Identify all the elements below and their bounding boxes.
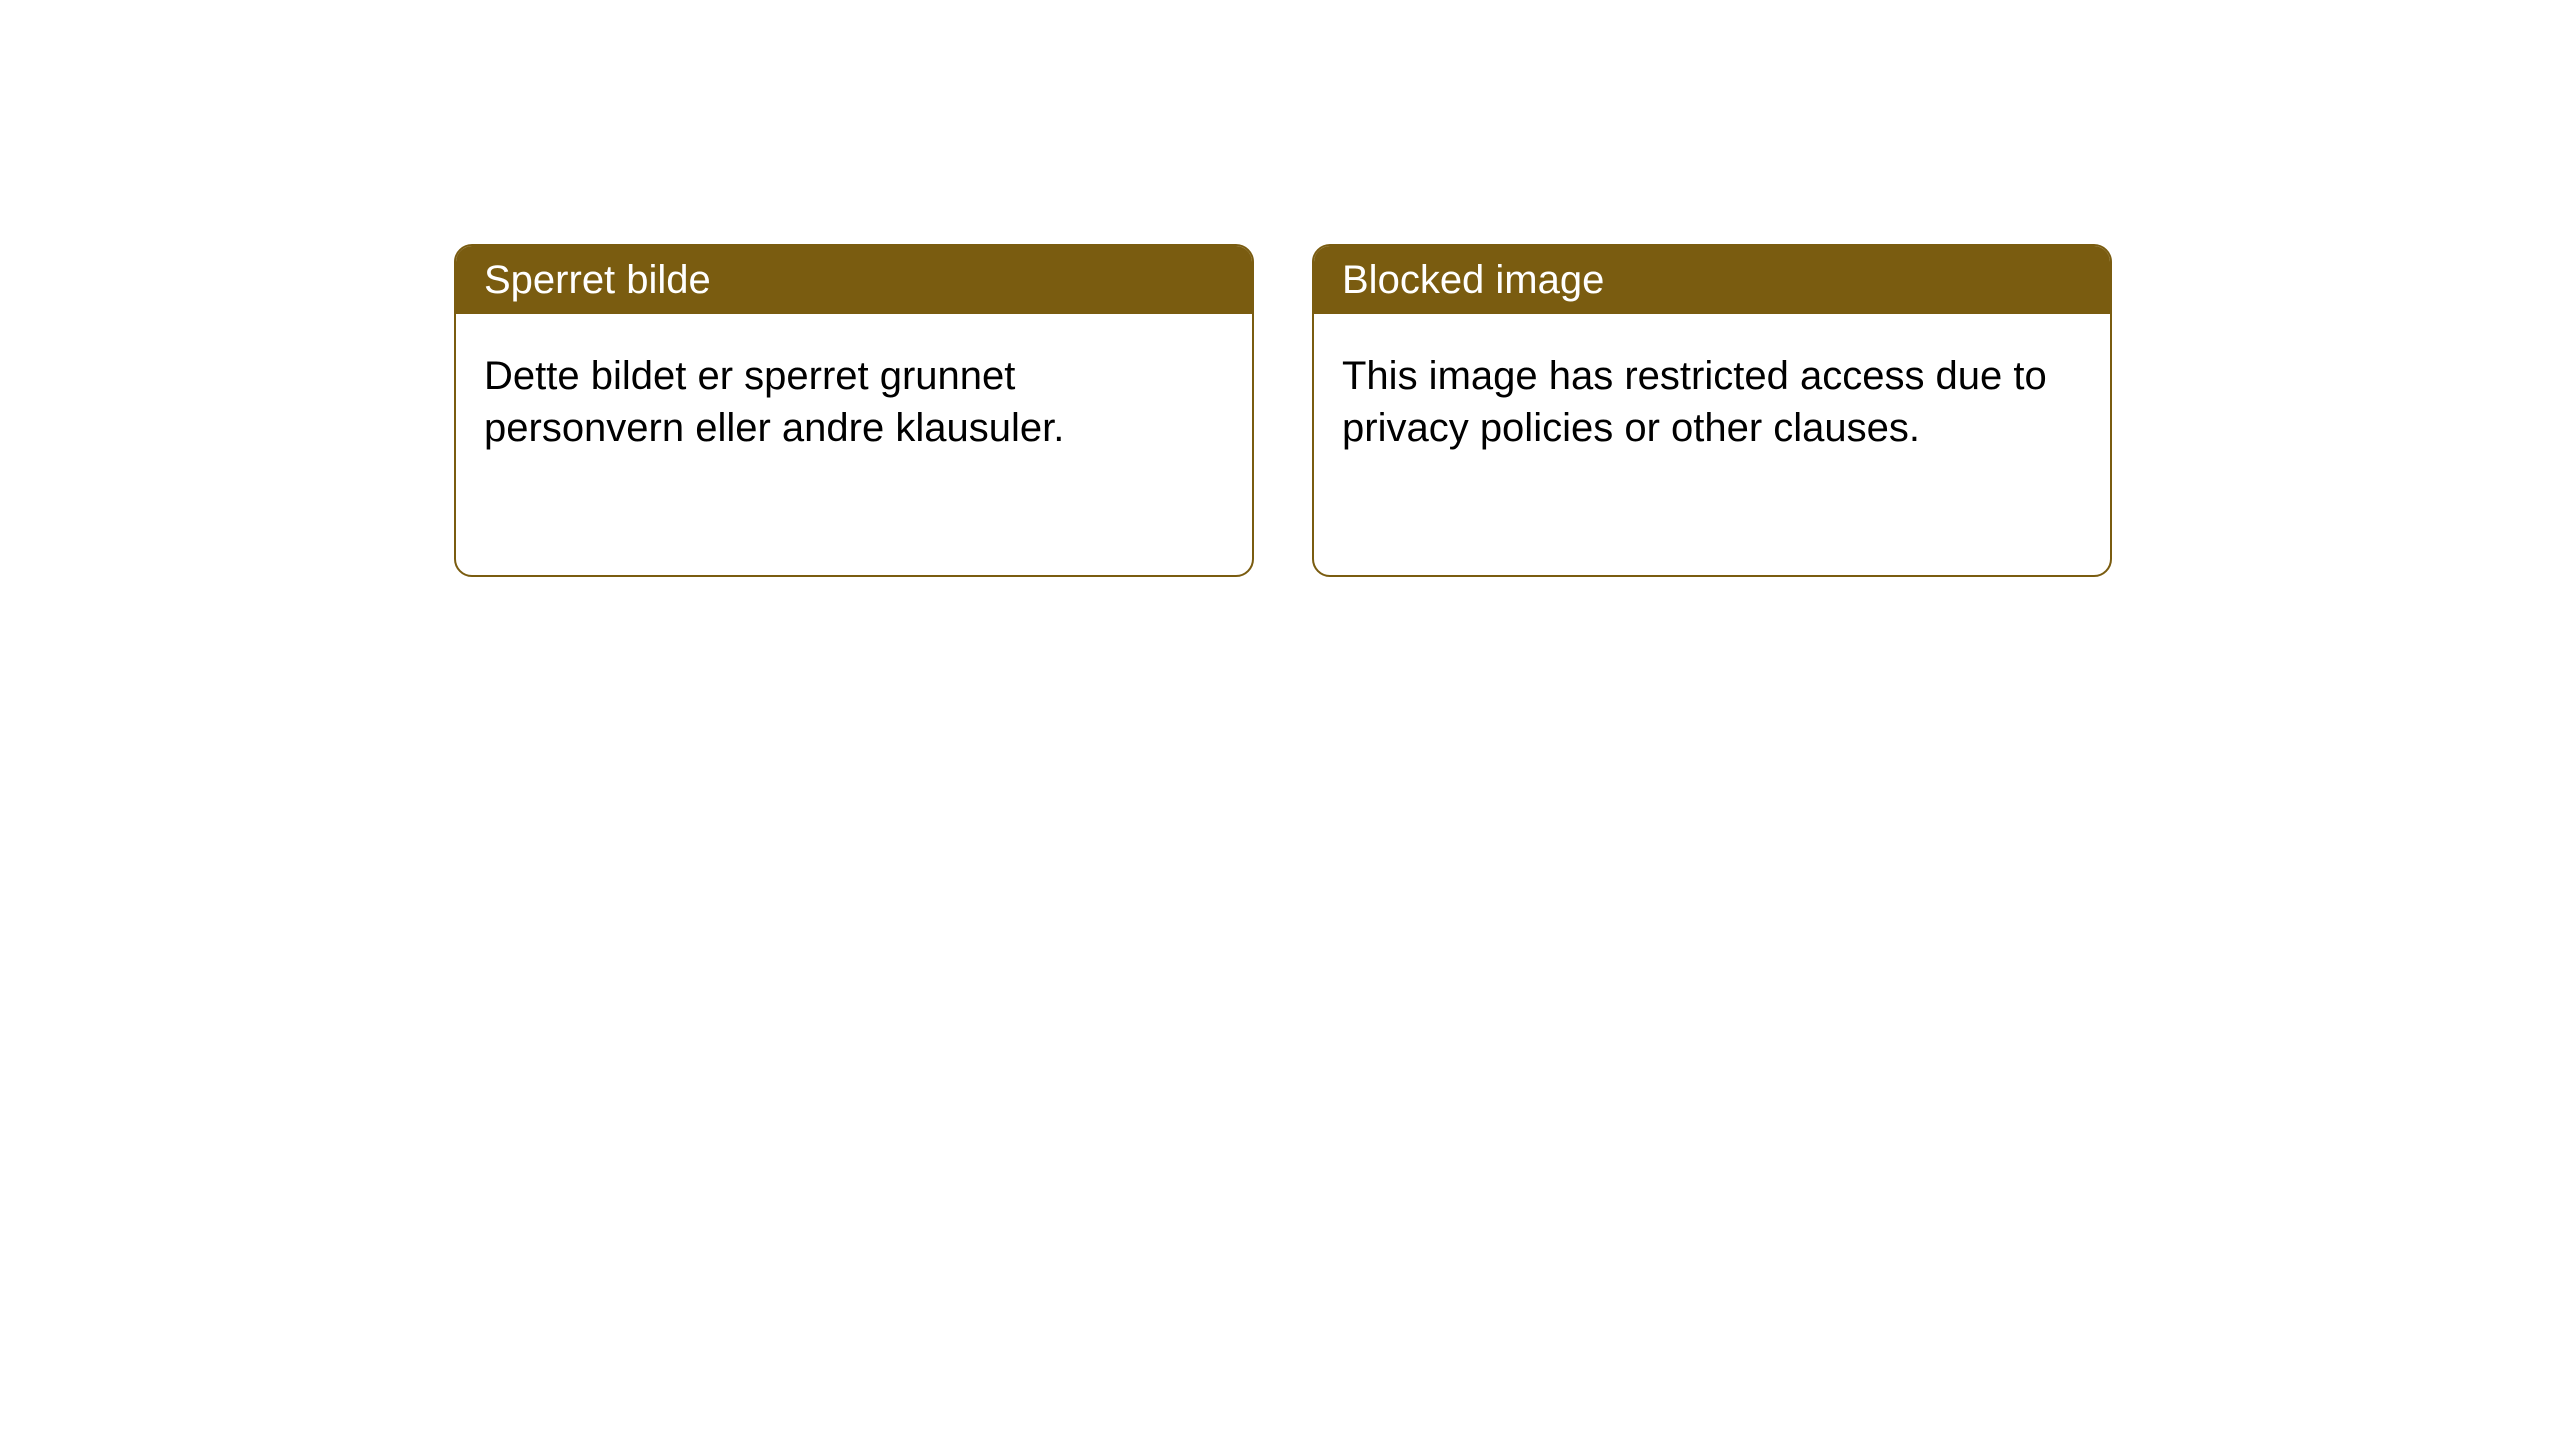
notice-header: Sperret bilde xyxy=(456,246,1252,314)
notice-header: Blocked image xyxy=(1314,246,2110,314)
notice-box-english: Blocked image This image has restricted … xyxy=(1312,244,2112,577)
notice-container: Sperret bilde Dette bildet er sperret gr… xyxy=(454,244,2112,577)
notice-box-norwegian: Sperret bilde Dette bildet er sperret gr… xyxy=(454,244,1254,577)
notice-body: Dette bildet er sperret grunnet personve… xyxy=(456,314,1252,490)
notice-body: This image has restricted access due to … xyxy=(1314,314,2110,490)
